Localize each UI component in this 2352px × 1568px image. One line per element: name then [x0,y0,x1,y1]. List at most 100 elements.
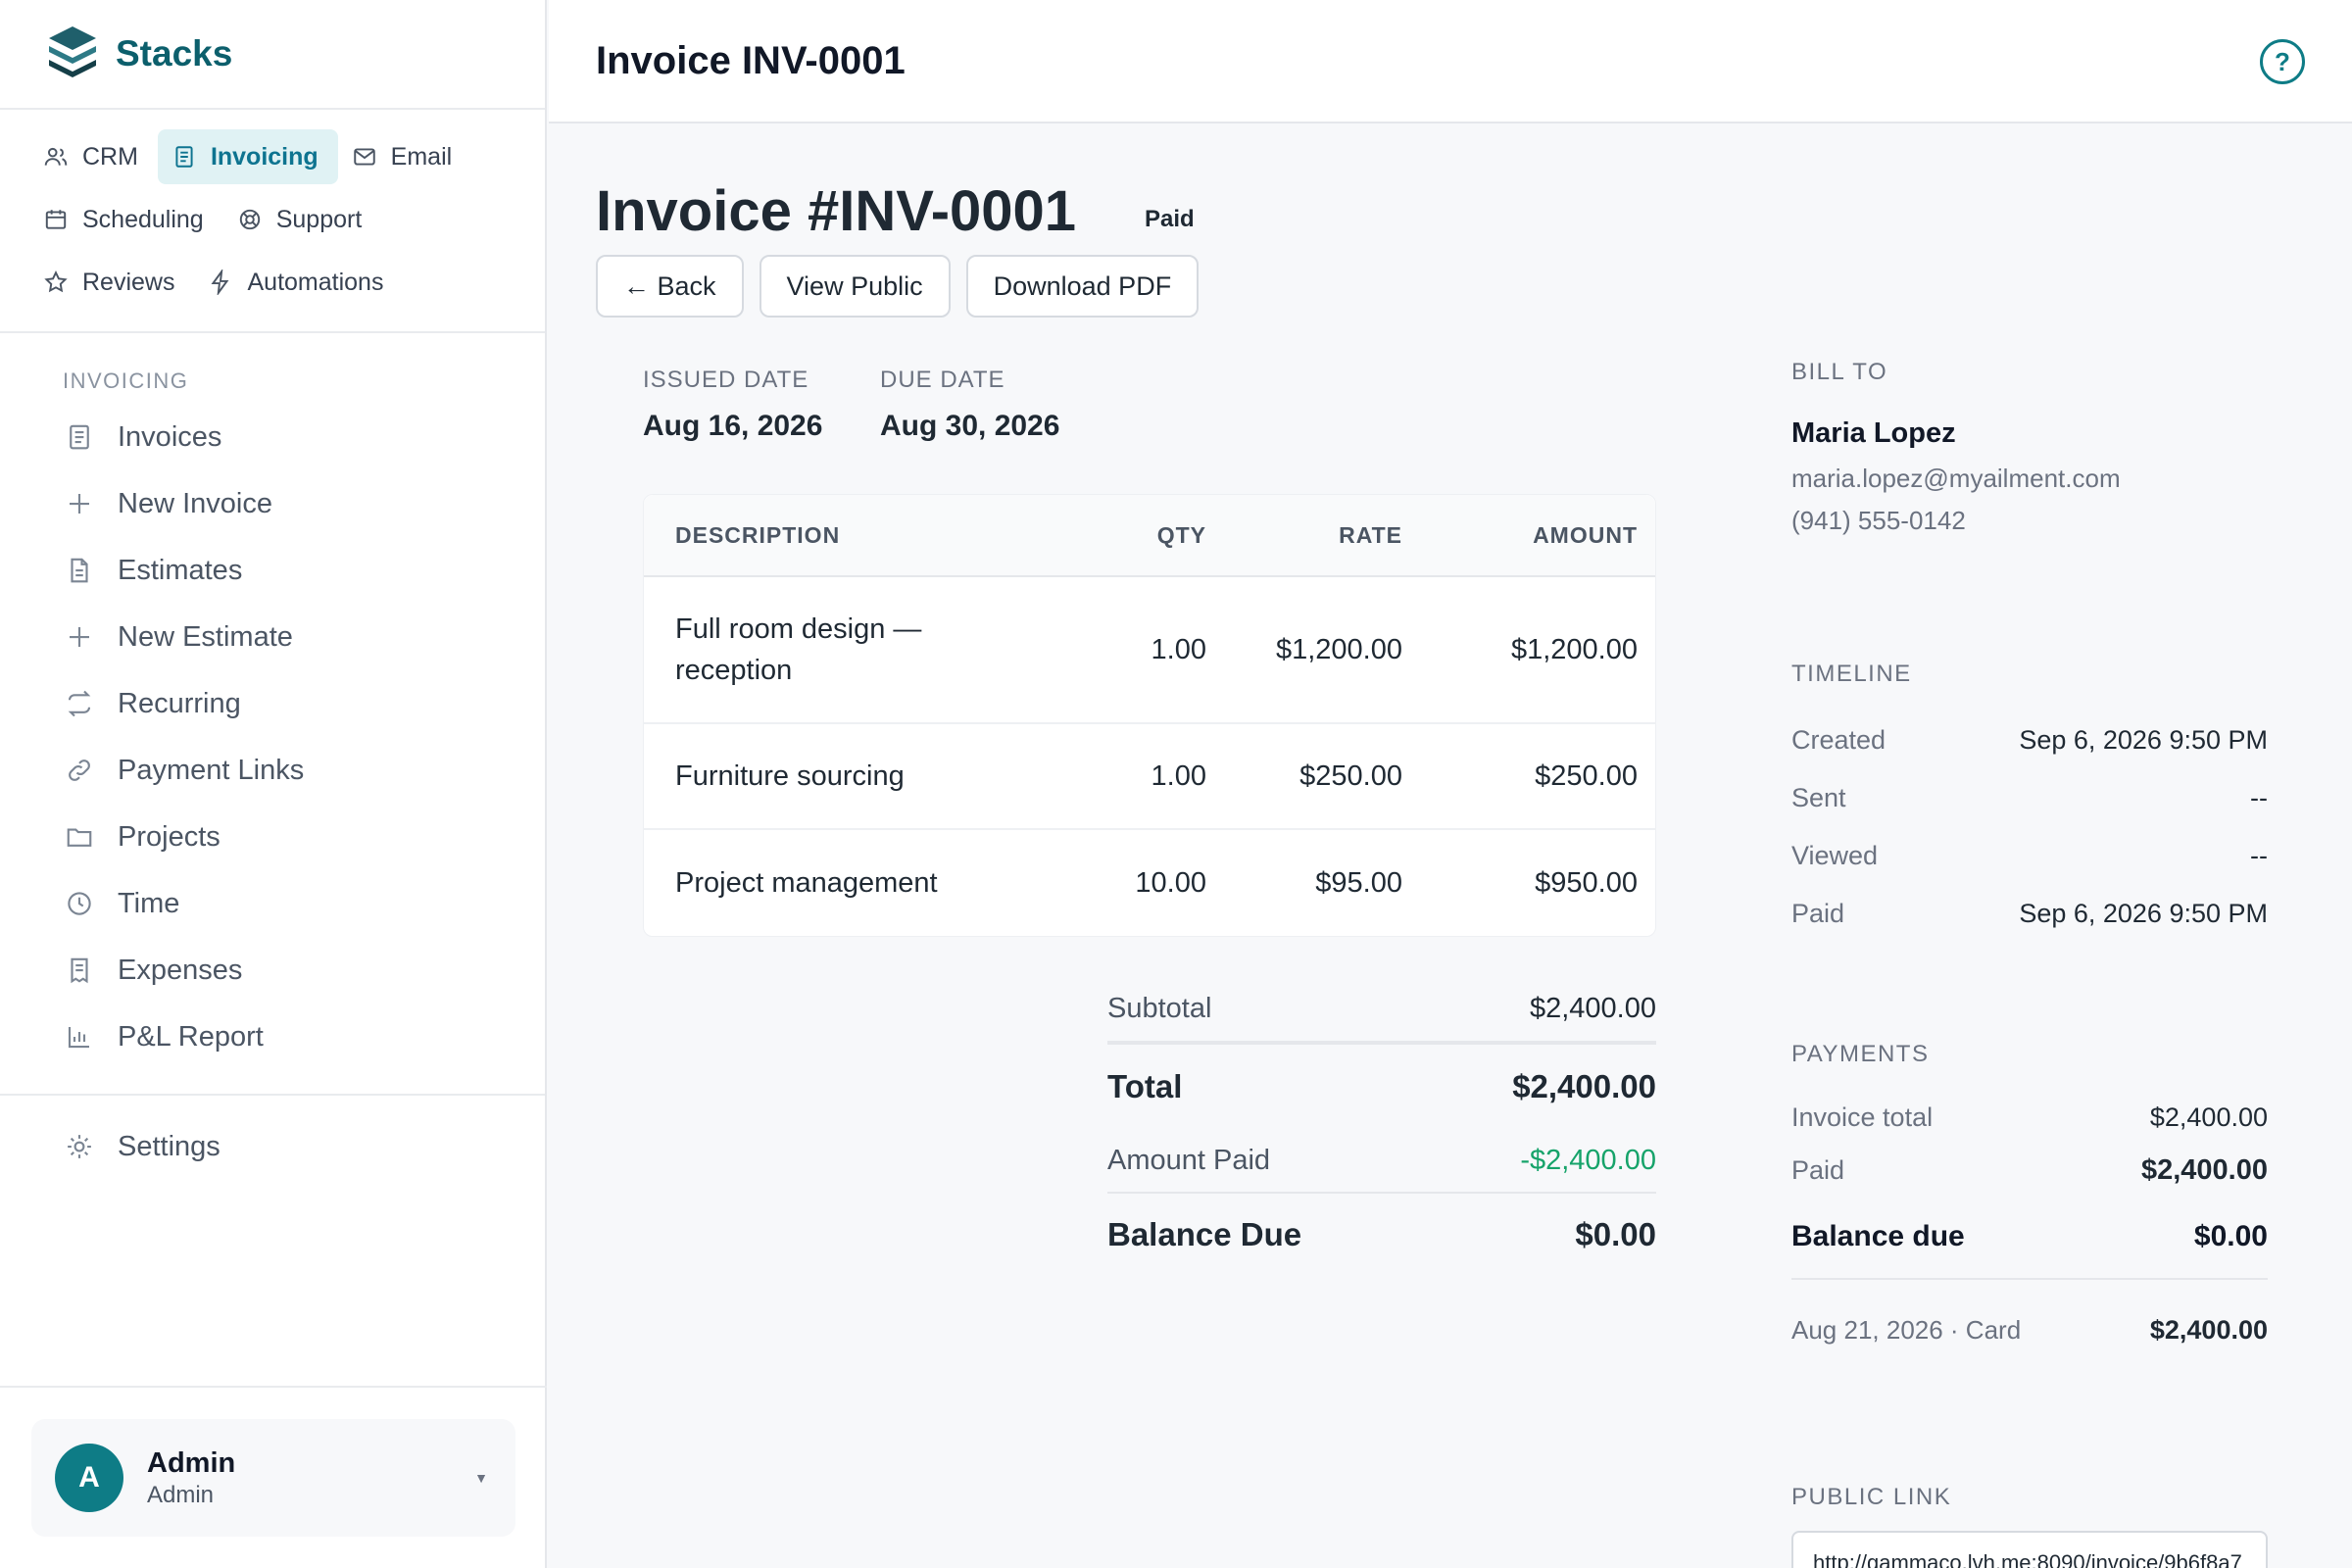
app-automations[interactable]: Automations [194,255,403,310]
public-link-field[interactable]: http://gammaco.lvh.me:8090/invoice/9b6f8… [1791,1531,2268,1568]
app-scheduling[interactable]: Scheduling [29,192,223,247]
app-label: Invoicing [210,142,318,171]
invoice-total-label: Invoice total [1791,1102,1934,1132]
app-invoicing[interactable]: Invoicing [157,129,338,184]
sidebar-item-projects[interactable]: Projects [0,804,545,870]
timeline-row-sent: Sent -- [1791,768,2268,827]
issued-date-label: ISSUED DATE [643,367,809,393]
timeline-key: Paid [1791,898,1845,928]
sidebar-item-label: Estimates [118,554,243,586]
timeline-row-viewed: Viewed -- [1791,827,2268,884]
sidebar-nav: Invoices New Invoice Estimates New Estim… [0,404,545,1070]
column-header-qty: QTY [1156,521,1206,548]
bill-to-label: BILL TO [1791,359,1888,385]
star-icon [44,270,68,293]
cell-rate: $250.00 [1299,760,1402,792]
section-label: INVOICING [63,368,189,393]
invoice-total-value: $2,400.00 [2149,1102,2268,1132]
sidebar-item-payment-links[interactable]: Payment Links [0,737,545,804]
cell-qty: 10.00 [1135,866,1206,899]
cell-rate: $95.00 [1315,866,1402,899]
download-pdf-button[interactable]: Download PDF [965,255,1200,318]
public-link-panel: PUBLIC LINK [1791,1484,2268,1511]
sidebar-item-label: Invoices [118,420,222,453]
mail-icon [353,148,375,166]
plus-icon [70,627,89,647]
cell-amount: $1,200.00 [1510,633,1638,665]
cell-qty: 1.00 [1151,760,1206,792]
app-label: Automations [247,268,384,296]
app-label: Scheduling [82,205,204,233]
folder-icon [67,828,92,847]
sidebar-item-time[interactable]: Time [0,870,545,937]
sidebar-item-invoices[interactable]: Invoices [0,404,545,470]
back-button[interactable]: ← Back [596,255,744,318]
invoice-icon [70,424,89,450]
column-header-description: DESCRIPTION [675,522,841,548]
issued-date: Aug 16, 2026 [643,410,823,442]
payments-paid-row: Paid $2,400.00 [1791,1145,2268,1196]
due-date: Aug 30, 2026 [880,410,1060,442]
balance-due-value: $0.00 [1575,1216,1656,1252]
timeline-row-created: Created Sep 6, 2026 9:50 PM [1791,711,2268,768]
sidebar-footer-divider [0,1386,547,1388]
cell-description: Project management [675,867,938,899]
user-menu[interactable]: A Admin Admin ▼ [31,1419,515,1537]
sidebar-item-pl-report[interactable]: P&L Report [0,1004,545,1070]
sidebar-item-expenses[interactable]: Expenses [0,937,545,1004]
amount-paid-label: Amount Paid [1107,1144,1271,1176]
clock-icon [68,892,91,915]
sidebar-item-label: New Estimate [118,620,293,653]
sidebar-item-new-invoice[interactable]: New Invoice [0,470,545,537]
sidebar-item-new-estimate[interactable]: New Estimate [0,604,545,670]
due-date-label: DUE DATE [880,367,1005,393]
client-phone: (941) 555-0142 [1791,506,1966,535]
timeline-key: Sent [1791,782,1846,812]
plus-icon [70,494,89,514]
stacks-logo-icon [47,24,98,84]
subtotal-value: $2,400.00 [1529,992,1656,1024]
app-switcher: CRM Invoicing Email Scheduling Support R… [0,110,545,333]
app-label: Support [275,205,363,233]
balance-value: $0.00 [2193,1220,2268,1252]
cell-description: Furniture sourcing [675,760,905,792]
totals-summary: Subtotal $2,400.00 Total $2,400.00 Amoun… [1107,976,1656,1276]
sidebar-divider [0,1094,545,1096]
status-badge: Paid [1145,206,1195,232]
table-row: Project management 10.00 $95.00 $950.00 [644,830,1655,936]
subtotal-row: Subtotal $2,400.00 [1107,976,1656,1045]
app-email[interactable]: Email [338,129,472,184]
subtotal-label: Subtotal [1107,992,1212,1024]
help-icon[interactable]: ? [2260,39,2305,84]
user-info: Admin Admin [147,1447,235,1509]
sidebar-item-label: P&L Report [118,1020,264,1053]
table-row: Full room design — reception 1.00 $1,200… [644,577,1655,724]
top-bar: Invoice INV-0001 ? [549,0,2352,123]
app-crm[interactable]: CRM [29,129,158,184]
user-name: Admin [147,1446,236,1479]
payment-entry-label: Aug 21, 2026 · Card [1791,1314,2022,1345]
timeline-row-paid: Paid Sep 6, 2026 9:50 PM [1791,884,2268,943]
user-role: Admin [147,1481,215,1508]
avatar: A [55,1444,123,1512]
app-reviews[interactable]: Reviews [29,255,194,310]
balance-label: Balance due [1791,1220,1965,1252]
sidebar-item-recurring[interactable]: Recurring [0,670,545,737]
app-label: Email [390,142,453,171]
calendar-icon [45,210,67,229]
page-title: Invoice INV-0001 [596,39,906,82]
app-support[interactable]: Support [223,192,382,247]
cell-qty: 1.00 [1151,633,1206,665]
sidebar-item-label: Payment Links [118,754,305,786]
view-public-button[interactable]: View Public [759,255,951,318]
sidebar-item-label: New Invoice [118,487,272,519]
sidebar-item-label: Time [118,887,180,919]
bolt-icon [211,270,229,295]
brand[interactable]: Stacks [0,0,545,110]
table-header: DESCRIPTION QTY RATE AMOUNT [644,495,1655,577]
sidebar-item-estimates[interactable]: Estimates [0,537,545,604]
lifebuoy-icon [239,209,260,230]
sidebar-item-label: Recurring [118,687,241,719]
chevron-down-icon: ▼ [474,1470,488,1486]
sidebar-item-settings[interactable]: Settings [0,1113,545,1180]
